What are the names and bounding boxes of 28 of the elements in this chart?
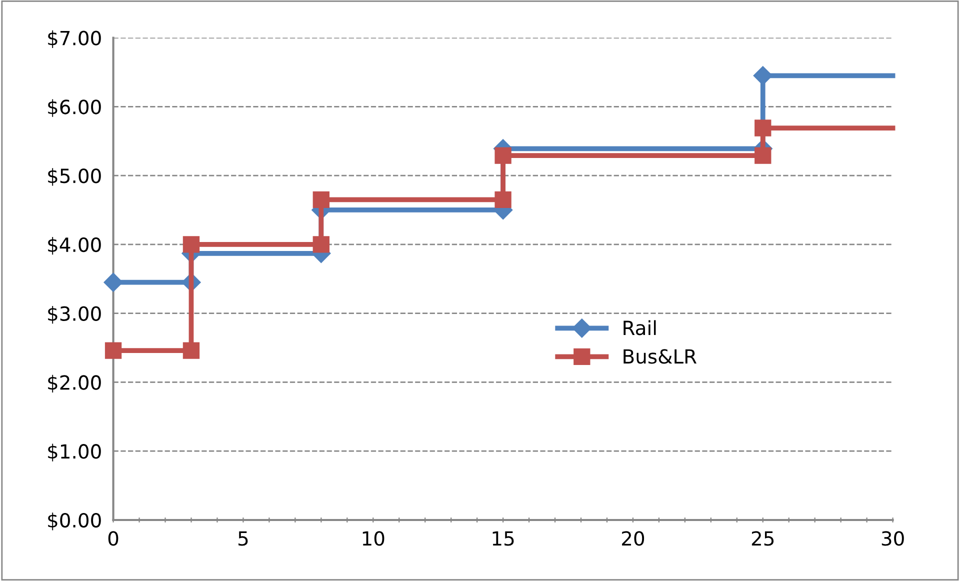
point (104, 342, 122, 359)
y-tick-label: $3.00 (48, 306, 101, 324)
x-tick-label: 15 (492, 531, 514, 546)
legend-label: Rail (624, 320, 656, 336)
point (182, 236, 200, 253)
point (494, 147, 512, 164)
point (754, 147, 772, 164)
y-tick-label: $4.00 (48, 237, 101, 255)
point (312, 191, 330, 208)
x-tick-label: 25 (752, 531, 774, 546)
point (494, 191, 512, 208)
y-tick-label: $1.00 (48, 444, 101, 462)
x-tick-label: 10 (362, 531, 384, 546)
y-tick-label: $6.00 (48, 99, 101, 117)
point (312, 236, 330, 253)
y-tick-label: $7.00 (48, 30, 101, 48)
x-tick-label: 0 (108, 531, 118, 546)
x-tick-label: 30 (882, 531, 904, 546)
legend-label: Bus&LR (624, 349, 696, 364)
y-tick-label: $0.00 (48, 512, 101, 530)
x-tick-label: 5 (238, 531, 248, 546)
point (753, 66, 772, 86)
x-tick-label: 20 (622, 531, 644, 546)
y-tick-label: $5.00 (48, 168, 101, 186)
point (754, 120, 772, 136)
y-tick-label: $2.00 (48, 374, 101, 392)
point (104, 272, 123, 292)
point (182, 342, 200, 359)
